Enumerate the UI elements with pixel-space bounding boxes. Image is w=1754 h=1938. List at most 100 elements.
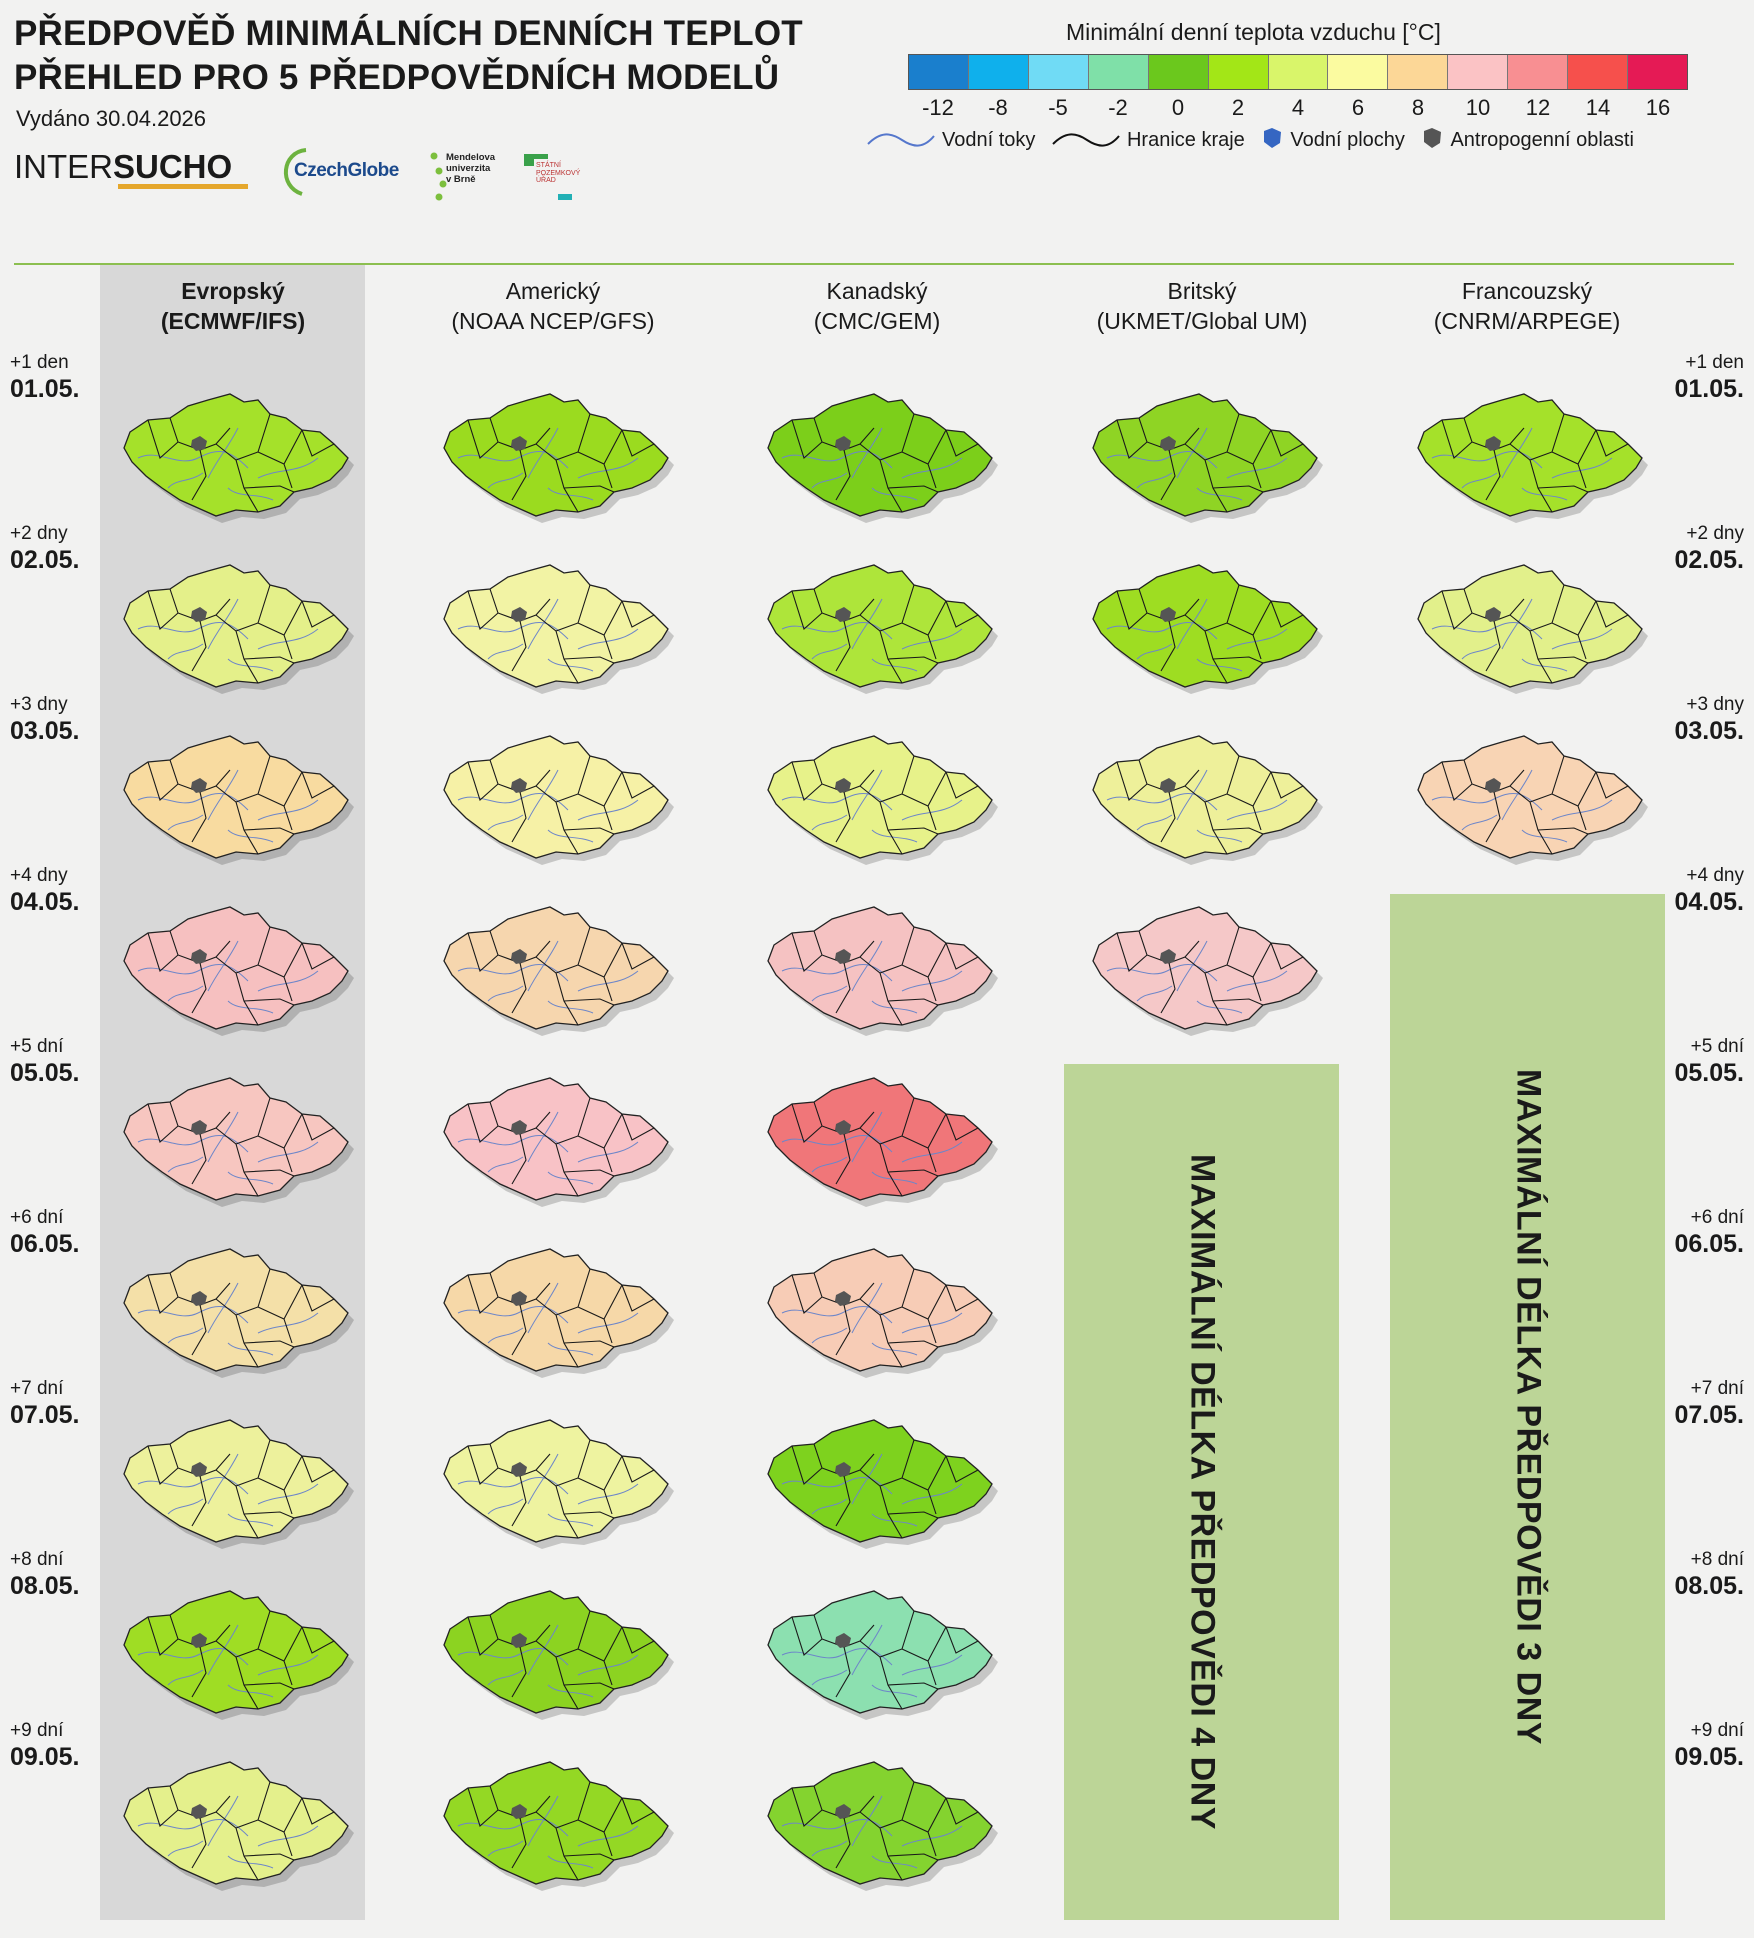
day-lead: +4 dny xyxy=(10,865,68,886)
legend-swatch xyxy=(1028,55,1089,89)
legend-swatch xyxy=(968,55,1029,89)
temperature-map xyxy=(123,1590,354,1720)
spu-squares-icon xyxy=(524,154,572,200)
temperature-map xyxy=(123,1419,354,1549)
legend-tick-label: 0 xyxy=(1171,95,1185,120)
model-name: Americký xyxy=(505,278,601,304)
temperature-map xyxy=(123,906,354,1036)
legend-rivers-label: Vodní toky xyxy=(942,129,1036,151)
model-code: (ECMWF/IFS) xyxy=(160,308,306,334)
legend-tick-label: 6 xyxy=(1351,95,1365,120)
temperature-map xyxy=(123,1761,354,1891)
day-label-left: +7 dní 07.05. xyxy=(10,1378,80,1430)
uk-max-forecast-box: MAXIMÁLNÍ DÉLKA PŘEDPOVĚDI 4 DNY xyxy=(1064,1064,1339,1920)
day-lead: +7 dní xyxy=(10,1378,64,1399)
day-label-left: +4 dny 04.05. xyxy=(10,865,80,917)
temperature-map xyxy=(443,1590,674,1720)
temperature-map xyxy=(443,1419,674,1549)
day-date: 08.05. xyxy=(10,1572,80,1600)
day-label-right: +7 dní 07.05. xyxy=(1674,1378,1744,1430)
day-date: 09.05. xyxy=(10,1743,80,1771)
day-date: 05.05. xyxy=(1674,1059,1744,1087)
spu-line-2: POZEMKOVÝ xyxy=(536,169,581,177)
mendel-line-2: univerzita xyxy=(446,163,491,174)
temperature-map xyxy=(443,1248,674,1378)
legend-urban-label: Antropogenní oblasti xyxy=(1450,129,1634,151)
spu-logo: STÁTNÍ POZEMKOVÝ ÚŘAD xyxy=(522,154,582,204)
day-lead: +3 dny xyxy=(10,694,68,715)
temperature-map xyxy=(767,1761,998,1891)
day-date: 01.05. xyxy=(1674,375,1744,403)
day-label-left: +5 dní 05.05. xyxy=(10,1036,80,1088)
day-lead: +6 dní xyxy=(10,1207,64,1228)
day-label-right: +9 dní 09.05. xyxy=(1674,1720,1744,1772)
day-label-left: +9 dní 09.05. xyxy=(10,1720,80,1772)
day-label-right: +1 den 01.05. xyxy=(1674,352,1744,404)
temperature-map xyxy=(767,1419,998,1549)
day-label-right: +2 dny 02.05. xyxy=(1674,523,1744,575)
legend-tick-label: -5 xyxy=(1048,95,1068,120)
day-date: 03.05. xyxy=(10,717,80,745)
temperature-map xyxy=(1092,393,1323,523)
day-lead: +6 dní xyxy=(1690,1207,1744,1228)
model-name: Evropský xyxy=(181,278,285,304)
legend-swatch xyxy=(1508,55,1569,89)
legend-tick-label: -8 xyxy=(988,95,1008,120)
temperature-map xyxy=(1092,906,1323,1036)
temperature-map xyxy=(767,393,998,523)
mendel-university-logo: Mendelova univerzita v Brně xyxy=(428,150,518,204)
temperature-map xyxy=(767,1248,998,1378)
mendel-dots-icon xyxy=(430,152,447,201)
header-divider xyxy=(14,263,1734,265)
intersucho-logo: INTERSUCHO xyxy=(14,150,232,183)
temperature-map xyxy=(767,1590,998,1720)
day-lead: +7 dní xyxy=(1690,1378,1744,1399)
model-header: Britský (UKMET/Global UM) xyxy=(1052,276,1352,336)
day-lead: +5 dní xyxy=(10,1036,64,1057)
legend-swatch xyxy=(1148,55,1209,89)
spu-line-1: STÁTNÍ xyxy=(536,162,561,169)
model-code: (UKMET/Global UM) xyxy=(1096,308,1308,334)
intersucho-logo-a: INTER xyxy=(14,148,113,185)
czechglobe-swoosh-icon xyxy=(284,148,307,196)
day-date: 08.05. xyxy=(1674,1572,1744,1600)
model-name: Britský xyxy=(1167,278,1237,304)
title-line-2: PŘEHLED PRO 5 PŘEDPOVĚDNÍCH MODELŮ xyxy=(14,58,780,97)
day-lead: +8 dní xyxy=(10,1549,64,1570)
day-date: 07.05. xyxy=(1674,1401,1744,1429)
temperature-map xyxy=(123,393,354,523)
day-date: 02.05. xyxy=(1674,546,1744,574)
day-lead: +4 dny xyxy=(1686,865,1744,886)
temperature-map xyxy=(443,1077,674,1207)
day-date: 06.05. xyxy=(10,1230,80,1258)
legend-swatch xyxy=(1388,55,1449,89)
day-label-left: +8 dní 08.05. xyxy=(10,1549,80,1601)
temperature-map xyxy=(123,1077,354,1207)
day-lead: +8 dní xyxy=(1690,1549,1744,1570)
legend-symbols: Vodní toky Hranice kraje Vodní plochy An… xyxy=(866,126,1644,152)
day-date: 09.05. xyxy=(1674,1743,1744,1771)
river-line-icon xyxy=(867,133,935,147)
legend-tick-label: 2 xyxy=(1231,95,1245,120)
urban-area-icon xyxy=(1424,128,1442,148)
day-lead: +9 dní xyxy=(1690,1720,1744,1741)
temperature-map xyxy=(123,564,354,694)
day-date: 02.05. xyxy=(10,546,80,574)
day-lead: +1 den xyxy=(1685,352,1744,373)
legend-title: Minimální denní teplota vzduchu [°C] xyxy=(1066,19,1441,45)
border-line-icon xyxy=(1052,133,1120,147)
legend-swatch xyxy=(1088,55,1149,89)
temperature-map xyxy=(1417,393,1648,523)
temperature-map xyxy=(767,906,998,1036)
temperature-map xyxy=(767,564,998,694)
model-code: (CMC/GEM) xyxy=(813,308,941,334)
uk-max-forecast-text: MAXIMÁLNÍ DÉLKA PŘEDPOVĚDI 4 DNY xyxy=(1183,1154,1221,1830)
day-lead: +5 dní xyxy=(1690,1036,1744,1057)
title-line-1: PŘEDPOVĚĎ MINIMÁLNÍCH DENNÍCH TEPLOT xyxy=(14,14,803,53)
legend-swatch xyxy=(909,55,969,89)
legend-tick-label: 16 xyxy=(1645,95,1671,120)
spu-line-3: ÚŘAD xyxy=(536,177,556,184)
czechglobe-logo-text: CzechGlobe xyxy=(294,160,399,181)
issued-date: Vydáno 30.04.2026 xyxy=(16,106,207,131)
temperature-map xyxy=(443,1761,674,1891)
